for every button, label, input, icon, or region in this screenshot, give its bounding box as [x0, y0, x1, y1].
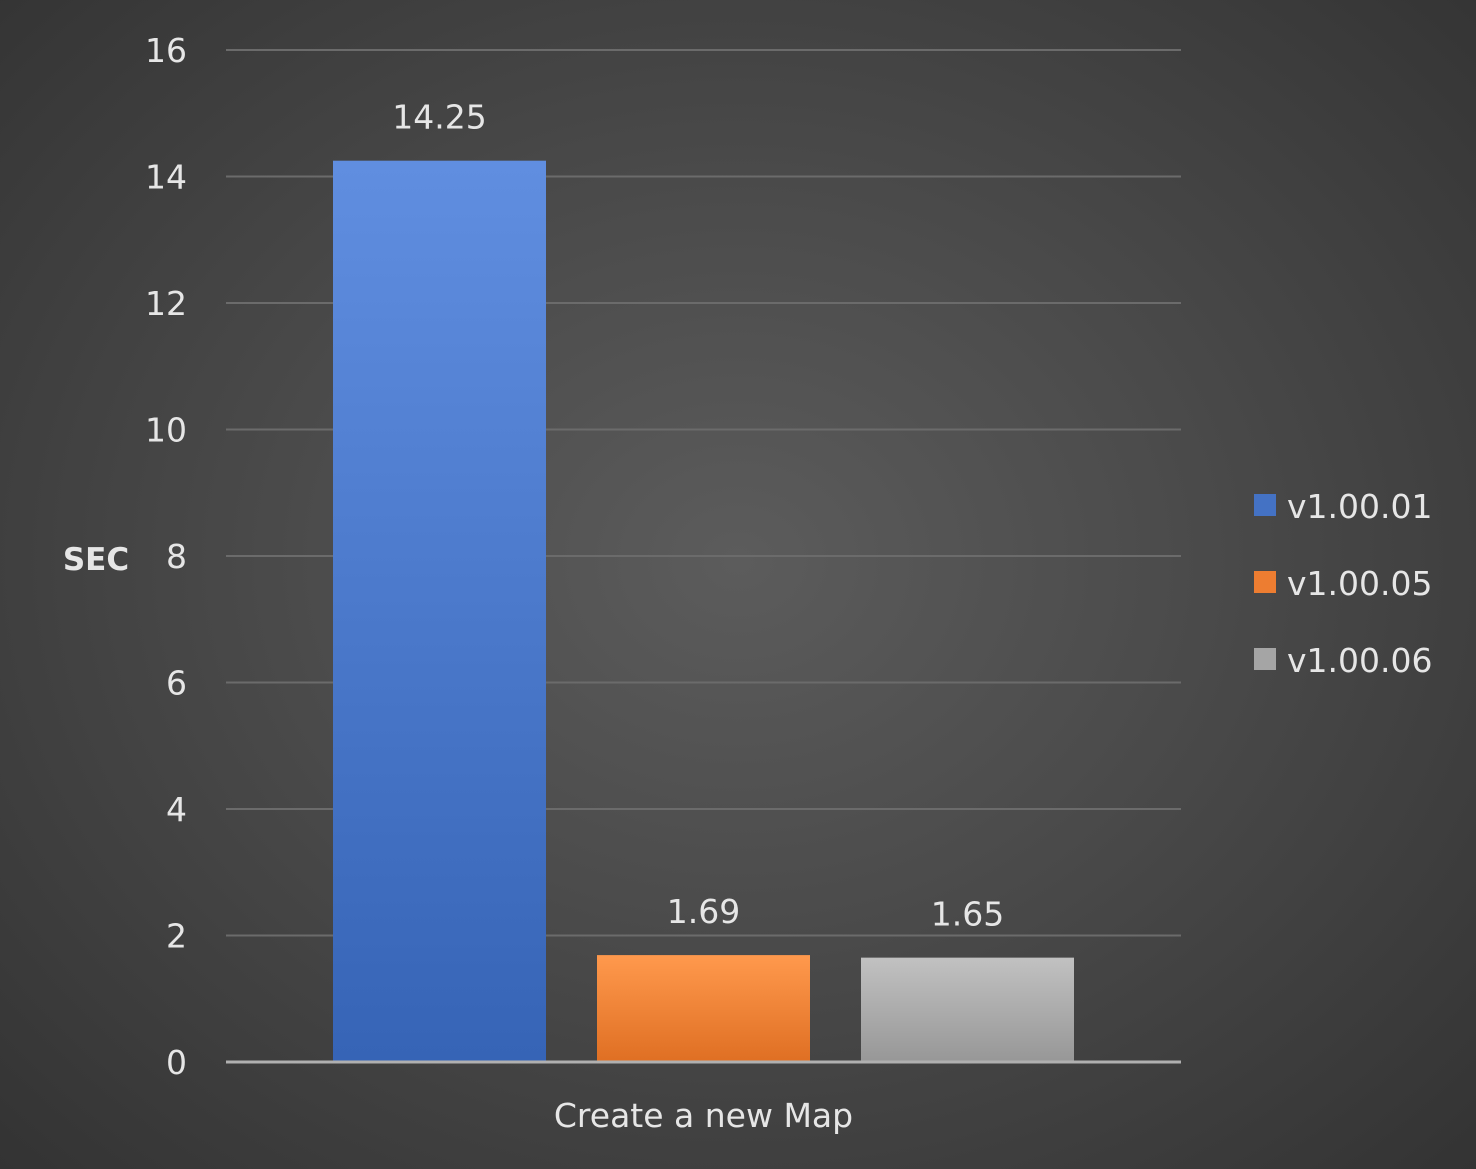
bars [333, 160, 1074, 1062]
y-tick-label: 12 [145, 284, 187, 323]
legend-swatch [1254, 494, 1276, 516]
y-tick-label: 2 [166, 917, 187, 956]
y-tick-label: 14 [145, 158, 187, 197]
data-label: 14.25 [392, 98, 486, 137]
y-tick-label: 8 [166, 537, 187, 576]
bar-v1-00-06 [861, 957, 1074, 1062]
legend-label: v1.00.05 [1287, 564, 1433, 603]
legend-label: v1.00.01 [1287, 487, 1433, 526]
legend-swatch [1254, 648, 1276, 670]
y-tick-label: 6 [166, 664, 187, 703]
y-tick-label: 16 [145, 31, 187, 70]
bar-v1-00-05 [597, 955, 810, 1062]
legend-swatch [1254, 571, 1276, 593]
bar-v1-00-01 [333, 160, 546, 1062]
x-category-label: Create a new Map [554, 1096, 853, 1135]
legend-label: v1.00.06 [1287, 641, 1433, 680]
legend: v1.00.01 v1.00.05 v1.00.06 [1254, 487, 1433, 680]
y-tick-label: 0 [166, 1043, 187, 1082]
y-tick-label: 4 [166, 790, 187, 829]
y-axis-title: SEC [63, 542, 129, 578]
data-label: 1.65 [931, 895, 1004, 934]
data-label: 1.69 [667, 892, 740, 931]
labels: 0 2 4 6 8 10 12 14 16 14.25 1.69 1.65 Create a new M… [63, 31, 1004, 1135]
y-tick-label: 10 [145, 411, 187, 450]
